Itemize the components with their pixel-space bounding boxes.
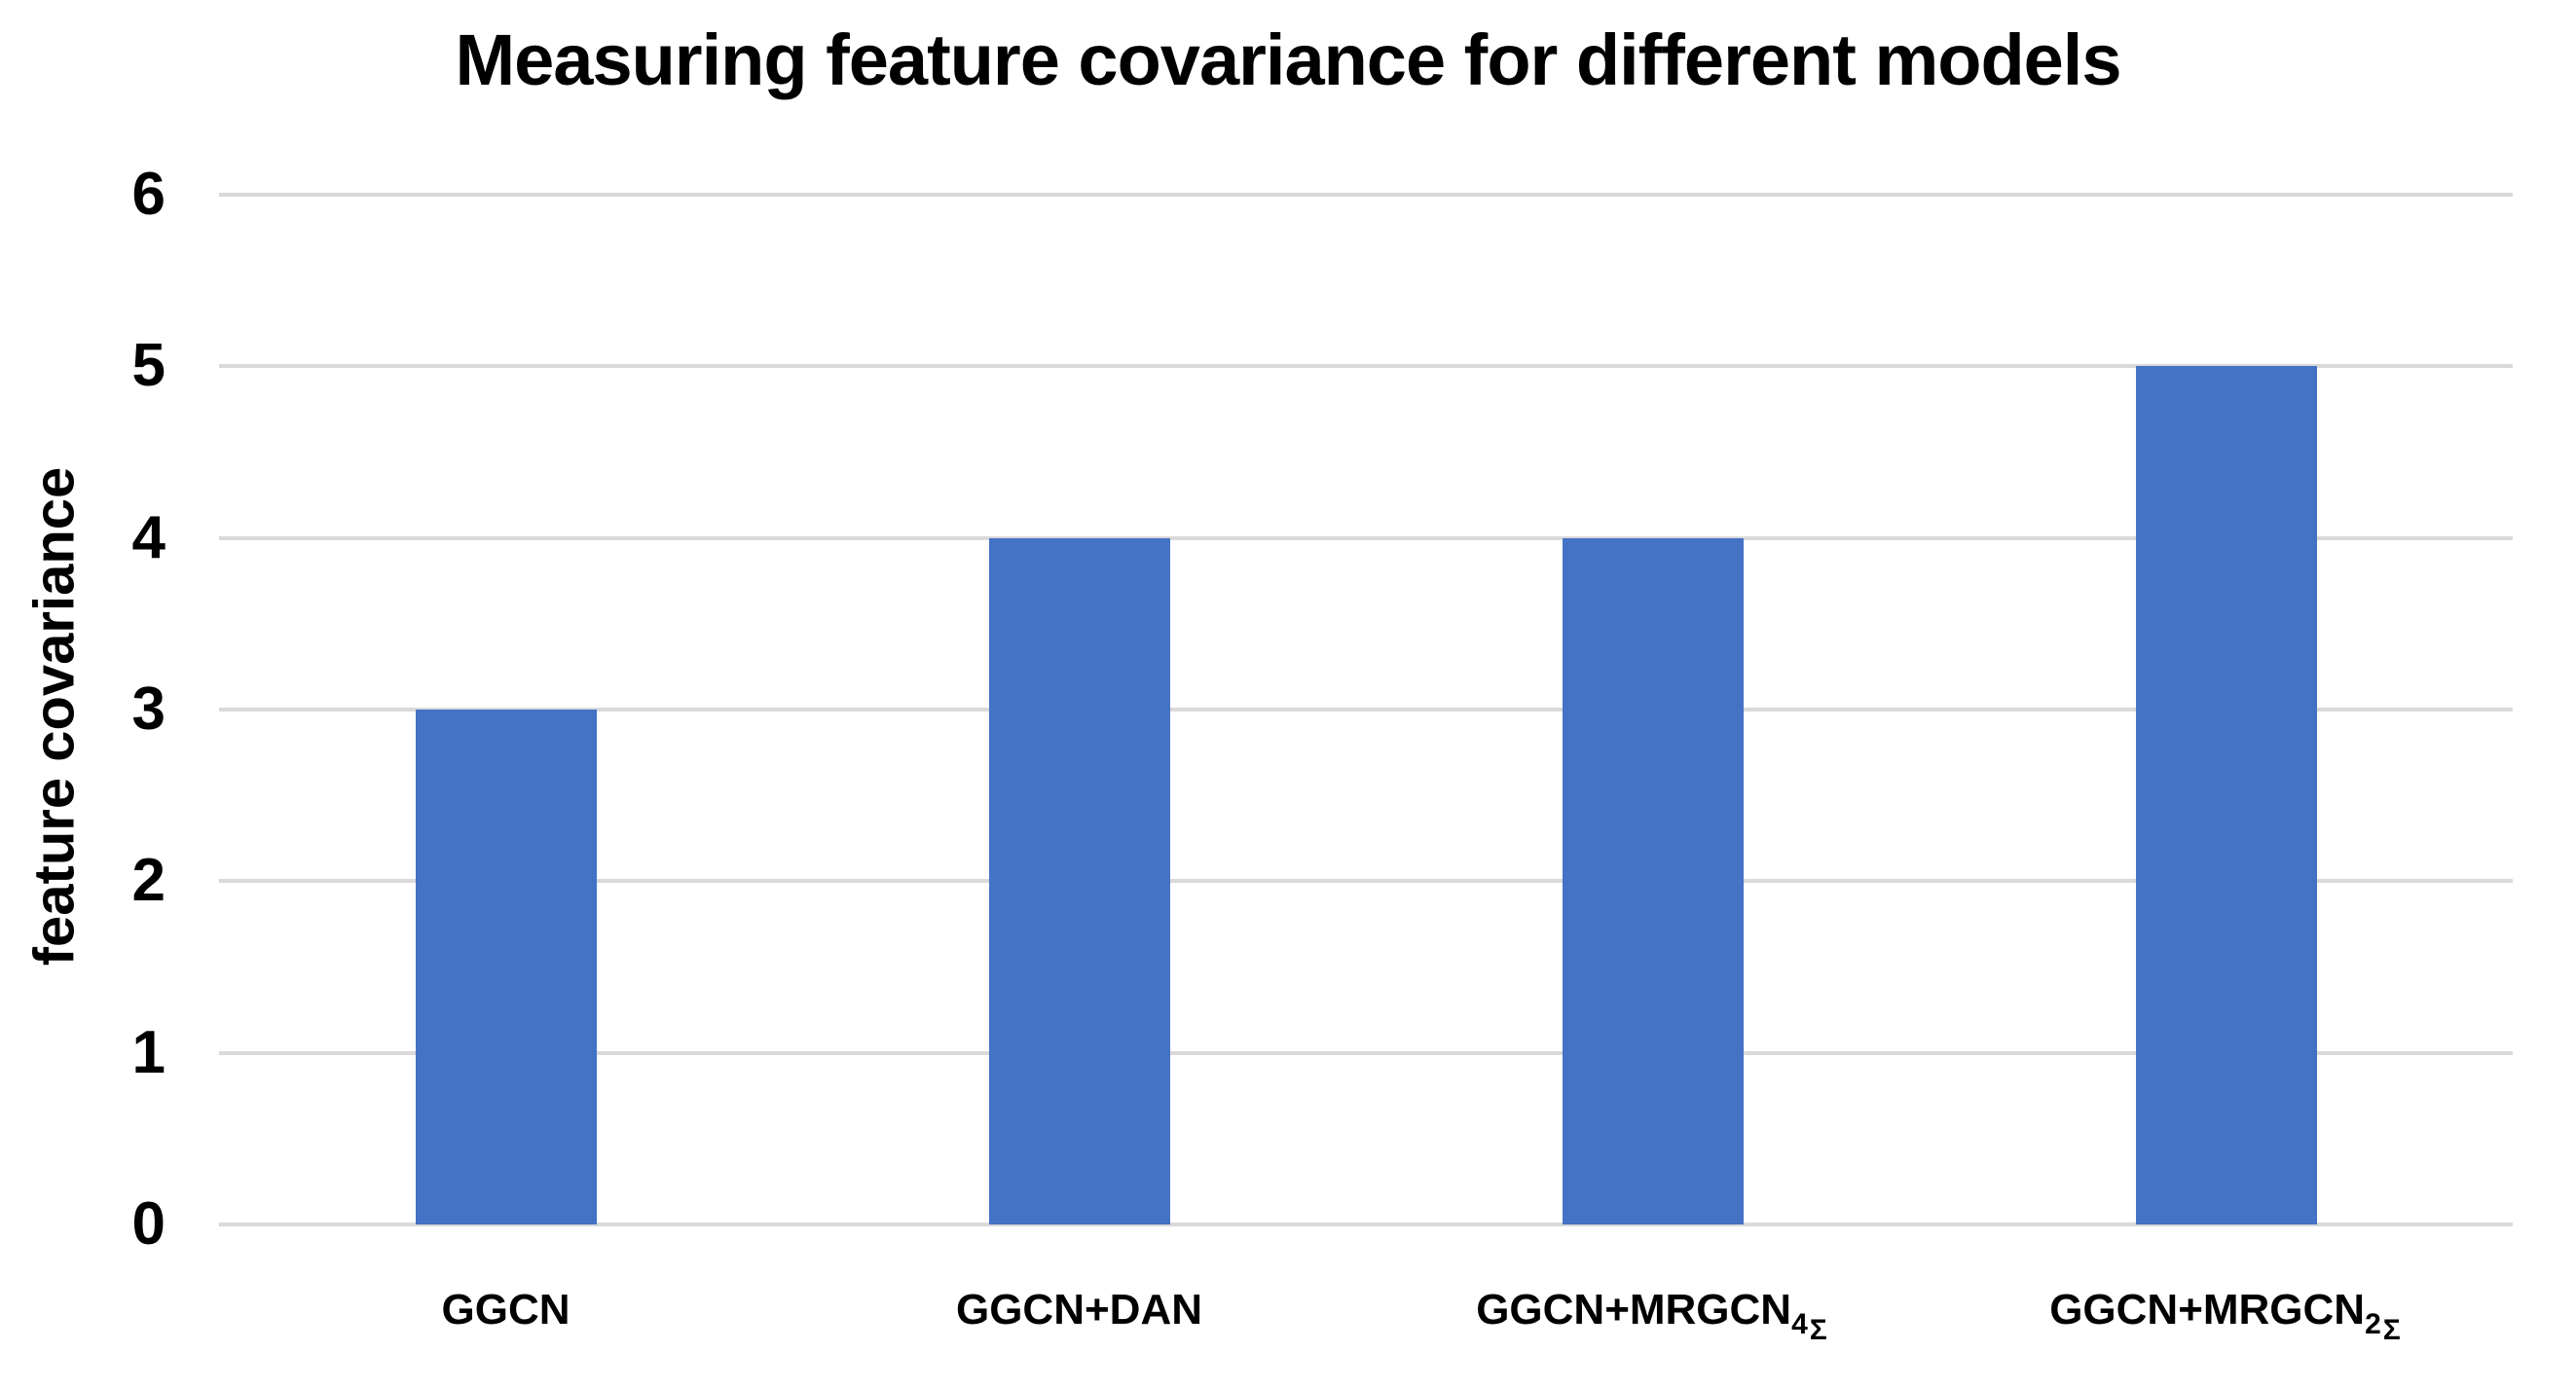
y-tick-label-5: 5	[131, 332, 166, 400]
x-label-slot: GGCN	[219, 1279, 792, 1356]
x-label-slot: GGCN+MRGCN4Σ	[1366, 1279, 1939, 1356]
x-category-subscript: 2Σ	[2365, 1307, 2403, 1346]
x-category-label-1: GGCN	[441, 1286, 570, 1333]
x-axis-labels: GGCN GGCN+DAN GGCN+MRGCN4Σ GGCN+MRGCN2Σ	[219, 1279, 2513, 1356]
plot-area	[219, 193, 2513, 1226]
gridline-y4	[219, 535, 2513, 540]
gridline-y2	[219, 879, 2513, 884]
x-category-subscript: 4Σ	[1791, 1307, 1829, 1346]
y-tick-label-1: 1	[131, 1018, 166, 1086]
bar-GGCN+DAN	[988, 537, 1170, 1224]
x-category-label-2: GGCN+DAN	[955, 1286, 1203, 1333]
bar-slot	[219, 195, 792, 1224]
y-tick-label-3: 3	[131, 676, 166, 743]
y-tick-label-4: 4	[131, 503, 166, 571]
x-label-slot: GGCN+MRGCN2Σ	[1939, 1279, 2513, 1356]
bars-layer	[219, 195, 2513, 1224]
y-axis-ticks: 0 1 2 3 4 5 6	[0, 164, 166, 1255]
bar-slot	[1939, 195, 2513, 1224]
gridline-y1	[219, 1050, 2513, 1055]
x-category-label-4: GGCN+MRGCN2Σ	[2049, 1286, 2403, 1346]
bar-GGCN+MRGCN2Σ	[2135, 366, 2317, 1224]
gridline-y5	[219, 364, 2513, 369]
bar-slot	[792, 195, 1366, 1224]
y-tick-label-6: 6	[131, 161, 166, 228]
x-category-label-3: GGCN+MRGCN4Σ	[1476, 1286, 1829, 1346]
gridline-y0	[219, 1223, 2513, 1226]
gridline-y3	[219, 708, 2513, 712]
y-tick-label-2: 2	[131, 847, 166, 915]
gridlines-layer	[219, 193, 2513, 1226]
gridline-y6	[219, 193, 2513, 197]
y-tick-label-0: 0	[131, 1190, 166, 1258]
bar-GGCN+MRGCN4Σ	[1562, 537, 1744, 1224]
chart-title: Measuring feature covariance for differe…	[455, 19, 2121, 100]
bar-slot	[1366, 195, 1939, 1224]
x-label-slot: GGCN+DAN	[792, 1279, 1366, 1356]
bar-GGCN	[415, 710, 597, 1224]
